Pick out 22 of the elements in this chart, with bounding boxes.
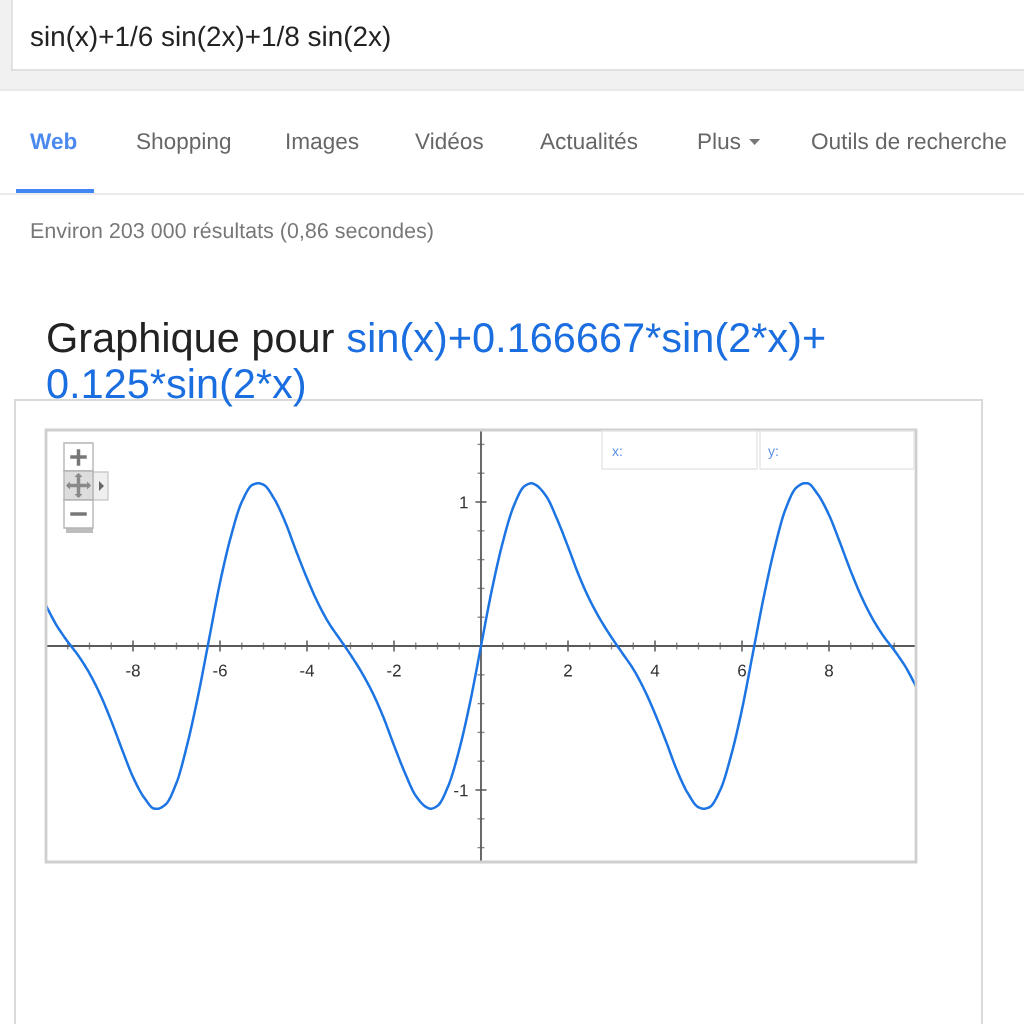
text: Vidéos <box>415 132 483 150</box>
x-tick-label: 6 <box>738 664 746 677</box>
x-tick-label: 2 <box>564 664 572 677</box>
x-tick-label: -6 <box>213 664 227 677</box>
text: Web <box>30 132 77 150</box>
annotation: y: <box>768 448 778 459</box>
text: Images <box>287 133 359 154</box>
x-tick-label: -8 <box>126 664 140 677</box>
x-tick-label: -2 <box>387 664 401 677</box>
chart-title: Graphique pour <box>48 321 334 361</box>
text: Actualités <box>540 132 638 150</box>
text: Plus <box>698 132 741 150</box>
x-tick-label: -4 <box>300 664 315 677</box>
text: Shopping <box>137 132 231 154</box>
y-tick-label: -1 <box>454 784 468 797</box>
x-tick-label: 8 <box>825 664 833 677</box>
text: sin(x)+1/6 sin(2x)+1/8 sin(2x) <box>30 25 390 52</box>
text: Environ 203 000 résultats (0,86 secondes) <box>31 222 433 243</box>
text: Outils de recherche <box>812 132 1006 150</box>
y-tick-label: 1 <box>460 496 468 509</box>
annotation: x: <box>612 448 622 456</box>
x-tick-label: 4 <box>650 664 660 677</box>
